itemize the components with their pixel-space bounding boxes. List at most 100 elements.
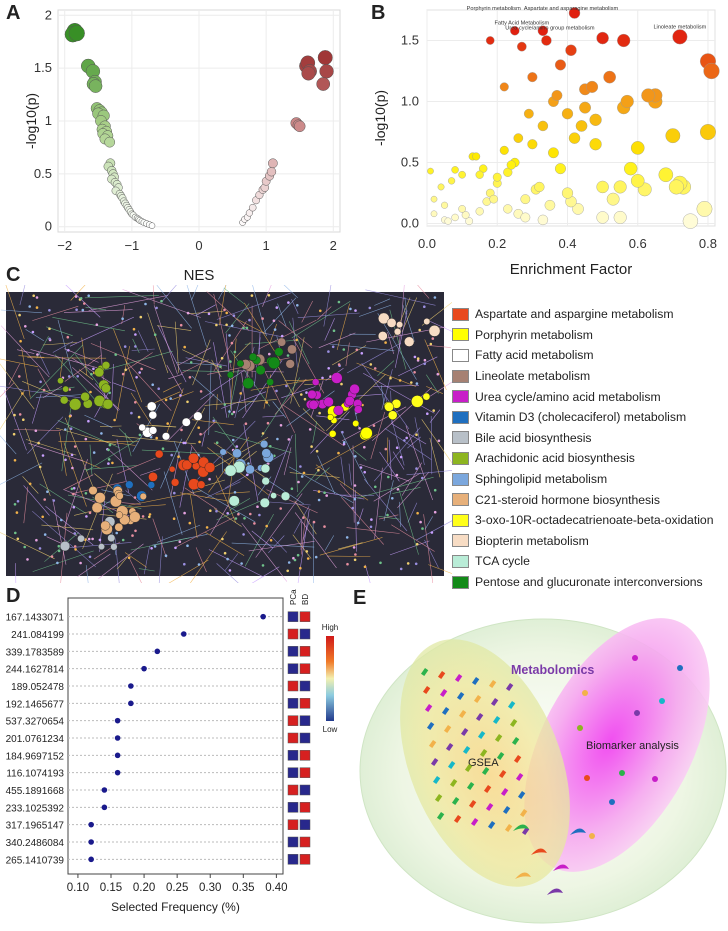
network-edge <box>404 297 408 315</box>
volcano-plot-nes: −2 −1 0 1 2 0 0.5 1 1.5 2 NES -log10(p) <box>23 7 341 284</box>
network-edge <box>111 363 114 406</box>
network-edge <box>384 428 432 460</box>
network-node <box>226 557 229 561</box>
network-edge <box>0 390 25 430</box>
network-node <box>327 350 330 353</box>
highlight-node-4 <box>331 372 343 384</box>
network-node <box>228 410 231 413</box>
overlap-marker <box>513 824 529 831</box>
network-node <box>183 511 186 515</box>
network-node <box>115 531 118 535</box>
network-edge <box>18 389 83 399</box>
network-node <box>138 371 141 374</box>
highlight-node-0 <box>428 325 441 337</box>
x-tick-label: 0.20 <box>133 882 155 894</box>
highlight-node-2 <box>329 430 337 438</box>
legend-item: C21-steroid hormone biosynthesis <box>452 489 728 510</box>
network-edge <box>374 467 383 539</box>
gsea-marker <box>515 773 524 782</box>
feature-label: 167.1433071 <box>6 613 65 624</box>
network-edge <box>401 297 418 332</box>
data-point <box>554 163 566 175</box>
gsea-ellipse <box>400 639 570 887</box>
data-point <box>658 167 674 183</box>
network-edge <box>391 524 435 552</box>
gsea-marker <box>430 758 439 767</box>
network-node <box>72 486 76 490</box>
highlight-node-3 <box>107 533 116 542</box>
network-edge <box>95 504 166 511</box>
network-node <box>286 569 290 573</box>
data-point <box>589 113 602 126</box>
network-edge <box>243 450 257 462</box>
network-node <box>389 376 392 380</box>
network-edge <box>426 386 444 394</box>
frequency-dot <box>114 735 121 741</box>
network-edge <box>118 428 134 443</box>
network-node <box>172 517 176 520</box>
network-node <box>300 393 303 396</box>
highlight-node-2 <box>312 378 320 386</box>
highlight-node-7 <box>344 396 355 406</box>
heat-cell <box>287 854 299 865</box>
network-node <box>302 516 305 519</box>
gsea-marker <box>483 785 492 794</box>
highlight-node-15 <box>88 485 98 495</box>
network-edge <box>271 536 288 553</box>
network-node <box>69 427 73 430</box>
network-node <box>256 505 259 508</box>
network-node <box>248 318 251 322</box>
feature-label: 265.1410739 <box>6 855 65 866</box>
gsea-marker <box>485 803 494 812</box>
network-node <box>229 360 232 363</box>
network-edge <box>331 345 367 366</box>
network-node <box>184 441 187 445</box>
network-edge <box>374 298 391 306</box>
gsea-marker <box>443 725 452 734</box>
heat-cell <box>287 646 299 657</box>
heat-cell <box>299 784 311 796</box>
network-edge <box>424 516 433 530</box>
network-node <box>87 294 90 297</box>
biomarker-dot <box>619 770 625 776</box>
data-point-negative <box>68 25 85 42</box>
network-node <box>261 564 265 567</box>
network-edge <box>405 425 433 501</box>
gsea-marker <box>494 734 503 743</box>
network-edge <box>152 285 155 305</box>
legend-label: 3-oxo-10R-octadecatrienoate-beta-oxidati… <box>475 513 714 528</box>
overlap-marker <box>515 872 531 879</box>
network-edge <box>39 483 87 514</box>
network-edge <box>191 375 223 403</box>
y-tick-label: 0 <box>45 219 52 234</box>
network-edge <box>158 536 163 583</box>
network-node <box>237 512 240 516</box>
data-point <box>606 192 620 206</box>
frequency-dot <box>88 821 94 828</box>
network-edge <box>185 357 228 367</box>
network-edge <box>219 285 227 326</box>
network-edge <box>264 434 293 507</box>
heat-cell <box>299 802 311 813</box>
gsea-marker <box>437 671 446 680</box>
network-edge <box>208 549 264 578</box>
network-node <box>253 522 256 525</box>
frequency-dot <box>154 648 161 655</box>
network-node <box>56 561 59 565</box>
gsea-marker <box>436 812 445 821</box>
biomarker-dot <box>659 698 665 704</box>
legend-item: Vitamin D3 (cholecaciferol) metabolism <box>452 407 728 428</box>
network-node <box>209 509 212 512</box>
network-edge <box>170 451 180 497</box>
legend-swatch <box>452 431 469 445</box>
network-edge <box>398 487 419 555</box>
data-point <box>630 141 645 155</box>
network-node <box>337 363 341 366</box>
network-node <box>19 339 22 343</box>
network-node <box>124 368 127 372</box>
network-node <box>134 401 137 404</box>
network-node <box>354 553 357 556</box>
highlight-node-6 <box>360 427 373 440</box>
y-tick-label: 1.0 <box>401 94 419 109</box>
network-node <box>134 333 137 336</box>
